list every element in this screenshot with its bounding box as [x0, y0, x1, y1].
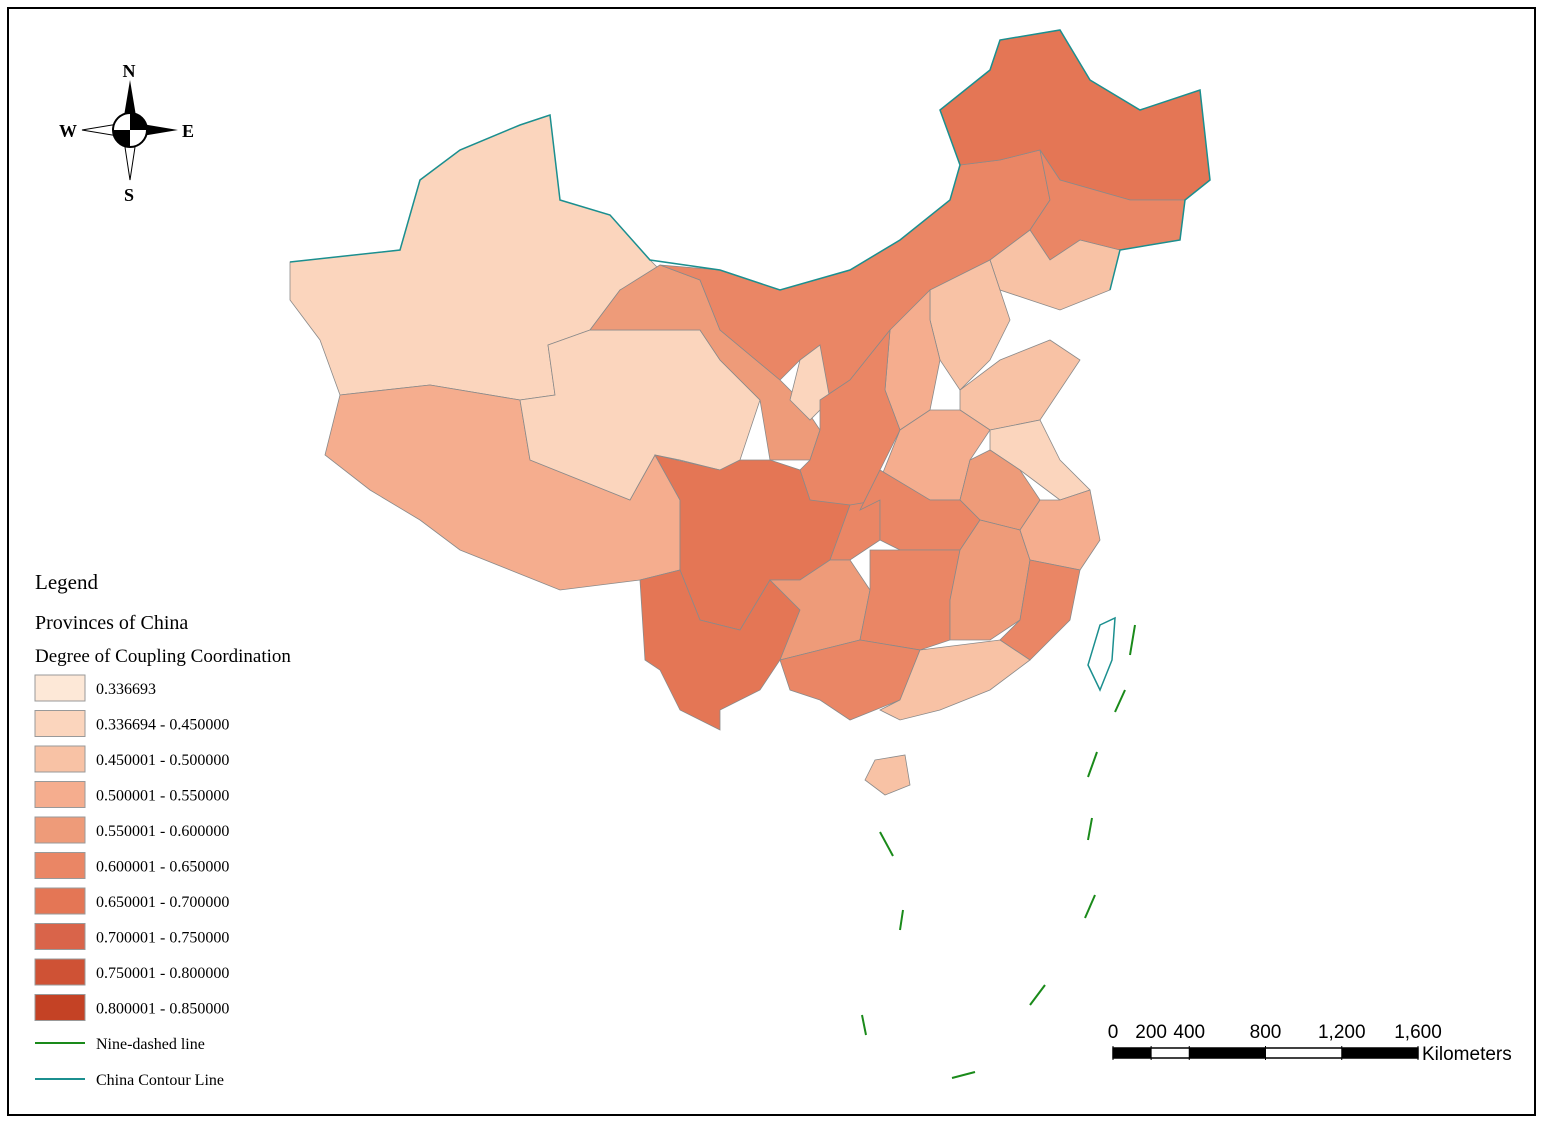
legend-swatch	[34, 781, 86, 808]
legend-layer: Provinces of China	[35, 612, 188, 634]
scale-segment	[1189, 1048, 1266, 1058]
scale-unit: Kilometers	[1422, 1044, 1512, 1065]
contour-line	[289, 29, 1211, 291]
legend-label: 0.450001 - 0.500000	[96, 752, 229, 769]
island-outline	[1087, 616, 1116, 692]
provinces	[289, 29, 1211, 796]
nine-dashed-line	[861, 624, 1136, 1079]
legend-swatch	[34, 710, 86, 737]
scale-label: 1,600	[1394, 1022, 1442, 1043]
province	[859, 549, 961, 651]
dash	[1029, 984, 1046, 1006]
scale-segment	[1341, 1048, 1418, 1058]
dash	[879, 831, 894, 857]
dash	[1084, 894, 1096, 919]
legend-swatch	[34, 923, 86, 950]
legend-label: 0.550001 - 0.600000	[96, 823, 229, 840]
dash	[951, 1071, 976, 1079]
legend-label: 0.800001 - 0.850000	[96, 1001, 229, 1018]
compass-quarter	[113, 113, 147, 147]
scale-segment	[1113, 1048, 1152, 1058]
legend-swatch	[34, 887, 86, 915]
legend-title: Legend	[35, 570, 98, 594]
scale-label: 0	[1108, 1022, 1119, 1043]
dash	[1087, 751, 1098, 778]
scale-label: 200	[1135, 1022, 1167, 1043]
legend-label: 0.600001 - 0.650000	[96, 859, 229, 876]
compass-n: N	[123, 61, 136, 81]
compass: N S W E	[59, 61, 194, 205]
scale-label: 800	[1250, 1022, 1282, 1043]
compass-e: E	[182, 121, 194, 141]
legend: 0.336693 0.336694 - 0.450000 0.450001 - 0.…	[34, 674, 229, 1089]
dash	[1087, 817, 1093, 841]
legend-field: Degree of Coupling Coordination	[35, 646, 291, 667]
legend-swatch	[34, 745, 86, 773]
province	[639, 569, 801, 731]
province	[864, 754, 911, 796]
compass-s: S	[124, 185, 134, 205]
province	[879, 639, 1031, 721]
legend-label: 0.336693	[96, 681, 156, 698]
scale-label: 400	[1173, 1022, 1205, 1043]
province	[1019, 489, 1101, 571]
compass-w: W	[59, 121, 77, 141]
legend-label: Nine-dashed line	[96, 1036, 205, 1053]
legend-swatch	[34, 994, 86, 1021]
dash	[861, 1014, 867, 1036]
dash	[1114, 689, 1126, 713]
legend-label: 0.500001 - 0.550000	[96, 788, 229, 805]
dash	[899, 909, 904, 931]
legend-label: 0.750001 - 0.800000	[96, 965, 229, 982]
legend-swatch	[34, 816, 86, 844]
legend-label: 0.336694 - 0.450000	[96, 717, 229, 734]
dash	[1129, 624, 1136, 656]
legend-swatch	[34, 852, 86, 879]
legend-swatch	[34, 674, 86, 702]
legend-swatch	[34, 958, 86, 986]
legend-label: 0.700001 - 0.750000	[96, 930, 229, 947]
scale-label: 1,200	[1318, 1022, 1366, 1043]
legend-label: 0.650001 - 0.700000	[96, 894, 229, 911]
legend-label: China Contour Line	[96, 1072, 224, 1089]
